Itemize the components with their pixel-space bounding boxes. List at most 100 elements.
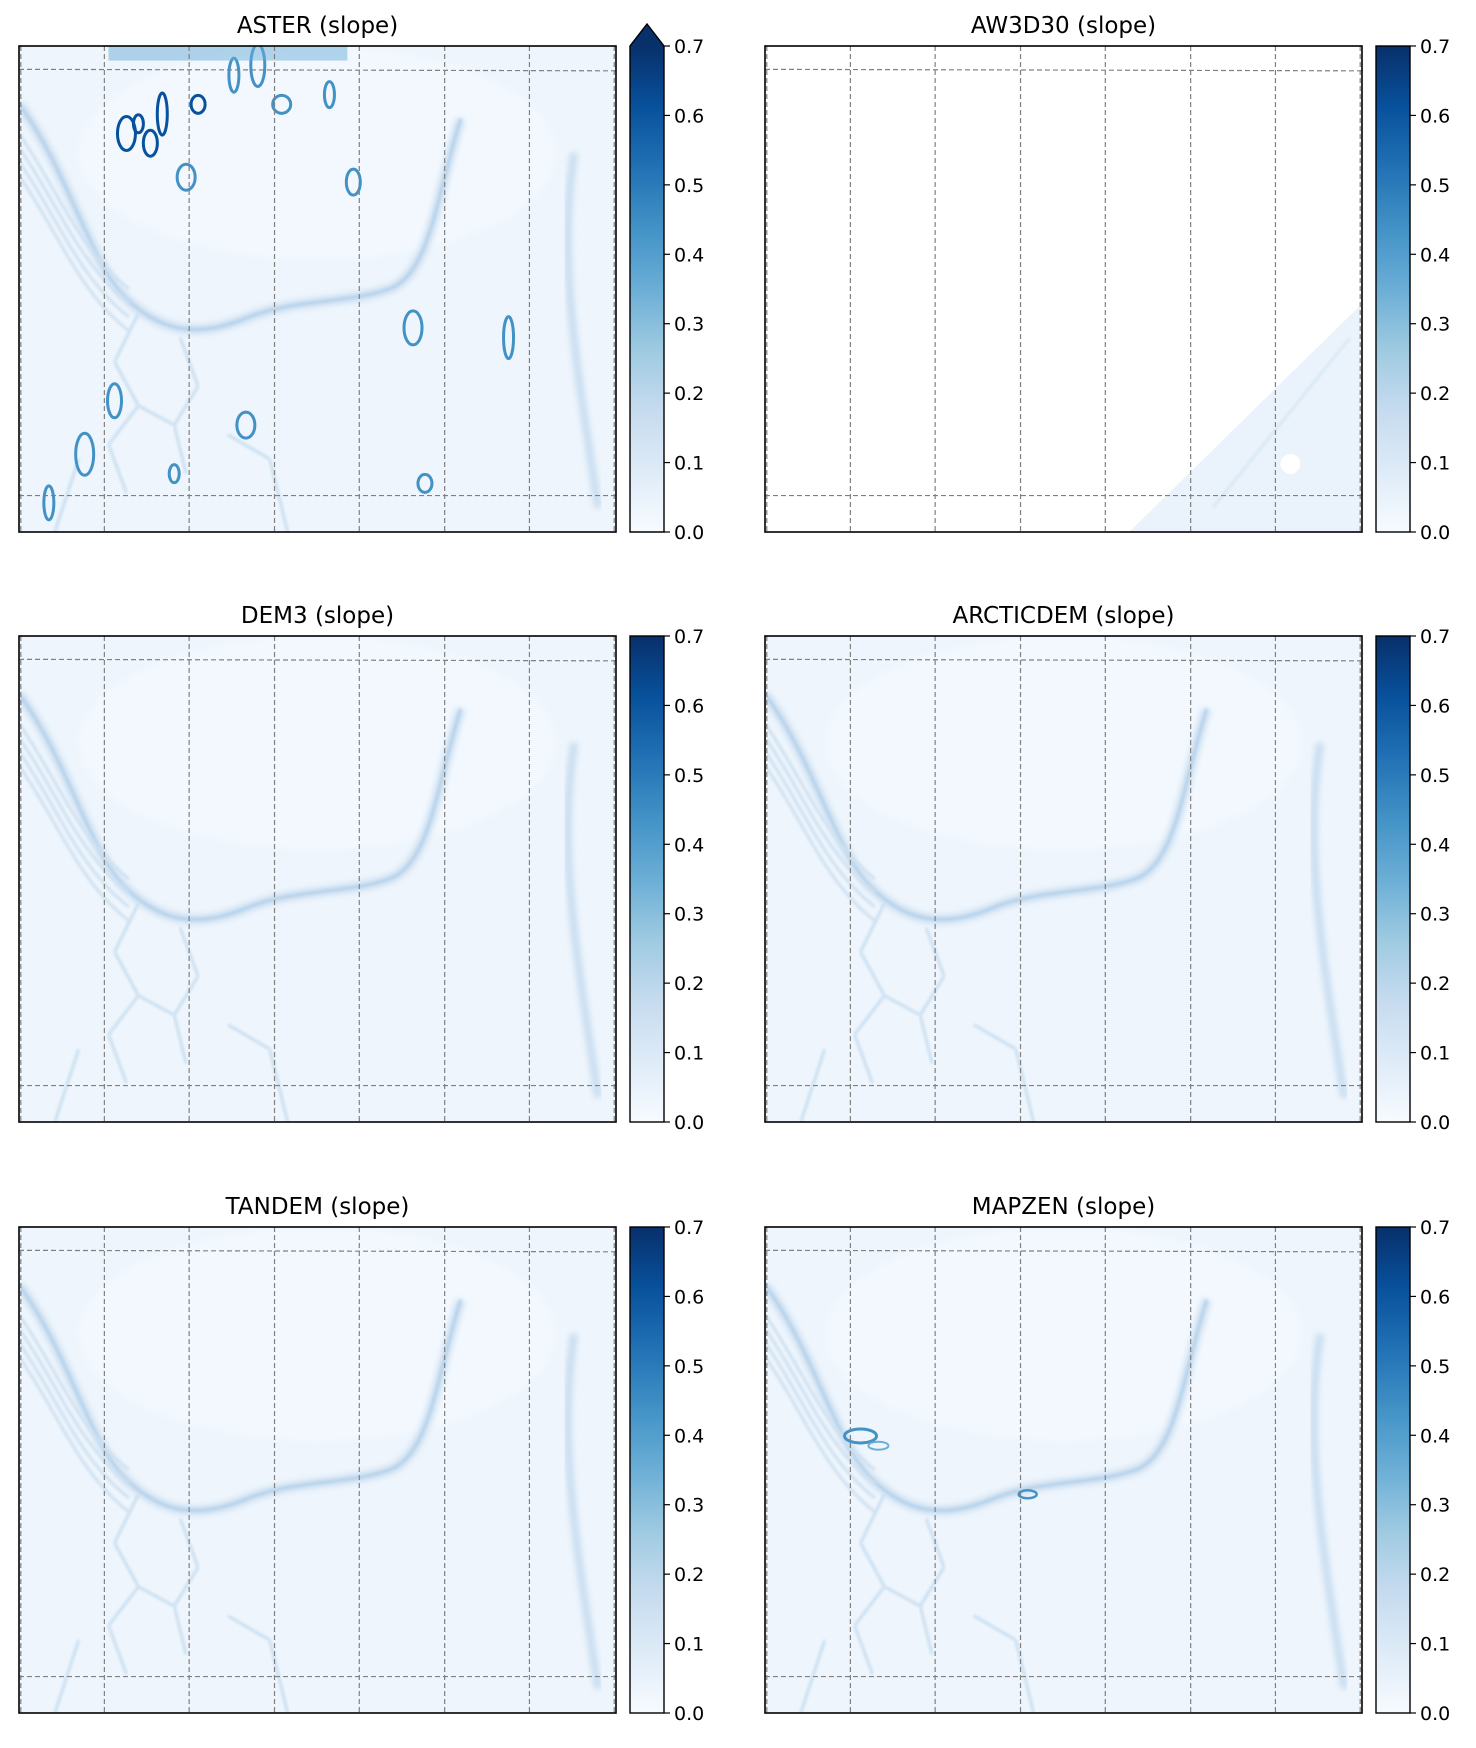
terrain-channel (227, 1614, 271, 1642)
colorbar-tick-label: 0.6 (674, 695, 704, 717)
colorbar (1376, 46, 1410, 532)
heatmap-image (765, 1227, 1362, 1713)
colorbar-tick-label: 0.5 (674, 175, 704, 197)
terrain-channel (137, 1585, 175, 1608)
panel-title: DEM3 (slope) (241, 603, 394, 629)
terrain-channel (113, 361, 140, 407)
panel-title: AW3D30 (slope) (971, 13, 1156, 39)
terrain-channel (137, 404, 175, 427)
panel-dem3: DEM3 (slope) 0.0 0.1 0.2 0.3 0.4 0.5 0.6 0.7 (18, 603, 704, 1134)
colorbar-tick-label: 0.5 (1420, 765, 1450, 787)
terrain-channel (172, 1605, 188, 1656)
terrain-streak (19, 1313, 130, 1472)
colorbar-tick-label: 0.2 (1420, 383, 1450, 405)
colorbar-tick-label: 0.5 (1420, 175, 1450, 197)
colorbar-tick-label: 0.7 (1420, 626, 1450, 648)
colorbar (630, 636, 664, 1122)
terrain-channel (107, 1625, 128, 1675)
terrain-artifact (167, 463, 181, 485)
axes-frame (764, 635, 1363, 1123)
colorbar-tick-label: 0.1 (1420, 1043, 1450, 1065)
terrain-channel (883, 994, 921, 1017)
colorbar-tick-label: 0.3 (1420, 904, 1450, 926)
terrain-artifact (416, 472, 434, 494)
terrain-artifact (235, 410, 257, 440)
colorbar-tick-label: 0.0 (674, 522, 704, 544)
terrain-channel (918, 1014, 934, 1065)
terrain-artifact (106, 382, 124, 420)
terrain-hole (1280, 453, 1301, 474)
colorbar-tick-label: 0.6 (1420, 695, 1450, 717)
colorbar-tick-label: 0.7 (674, 1217, 704, 1239)
colorbar-tick-label: 0.4 (1420, 834, 1450, 856)
terrain-channel (883, 1585, 921, 1608)
terrain-streak (765, 1313, 876, 1472)
colorbar-tick-label: 0.0 (1420, 1112, 1450, 1134)
terrain-channel (172, 424, 188, 475)
colorbar-tick-label: 0.0 (674, 1112, 704, 1134)
colorbar-tick-label: 0.5 (1420, 1356, 1450, 1378)
grid-line-horizontal (18, 68, 617, 72)
terrain-artifact (141, 128, 159, 158)
terrain-artifact (74, 431, 96, 477)
terrain-channel (853, 994, 886, 1036)
terrain-channel (113, 951, 140, 997)
terrain-channel (53, 458, 81, 532)
terrain-channel (137, 994, 175, 1017)
terrain-right-flank (1309, 742, 1349, 1099)
colorbar-tick-label: 0.7 (1420, 36, 1450, 58)
terrain-channel (107, 444, 128, 494)
panel-aster: ASTER (slope) 0.0 0.1 0.2 0.3 0.4 0.5 0.6 0.7 (18, 13, 704, 544)
colorbar-tick-label: 0.6 (674, 105, 704, 127)
terrain-channel (859, 951, 886, 997)
terrain-channel (799, 1639, 827, 1713)
grid-line-horizontal (18, 1249, 617, 1253)
grid-line-horizontal (764, 1249, 1363, 1253)
colorbar-tick-label: 0.1 (674, 453, 704, 475)
colorbar-tick-label: 0.3 (1420, 314, 1450, 336)
heatmap-image (19, 46, 616, 532)
colorbar-tick-label: 0.4 (1420, 1425, 1450, 1447)
axes-frame (18, 45, 617, 533)
terrain-artifact (155, 91, 169, 137)
terrain-streak (765, 1327, 876, 1486)
terrain-streak (765, 1341, 876, 1500)
colorbar-tick-label: 0.0 (1420, 1703, 1450, 1725)
terrain-artifact (322, 80, 336, 110)
terrain-channel (853, 1625, 874, 1675)
colorbar-tick-label: 0.6 (674, 1286, 704, 1308)
terrain-streak (19, 750, 130, 909)
terrain-artifact (271, 93, 293, 115)
terrain-streak (19, 736, 130, 895)
colorbar-tick-label: 0.4 (674, 834, 704, 856)
terrain-artifact (344, 167, 362, 197)
terrain-streak (19, 1355, 130, 1514)
terrain-artifact (175, 162, 197, 192)
terrain-channel (107, 994, 140, 1036)
terrain-channel (859, 902, 886, 953)
terrain-channel (107, 404, 140, 446)
terrain-streak (765, 764, 876, 923)
terrain-streak (19, 722, 130, 881)
terrain-channel (918, 1566, 946, 1607)
colorbar-tick-label: 0.2 (674, 383, 704, 405)
panel-aw3d30: AW3D30 (slope) 0.0 0.1 0.2 0.3 0.4 0.5 0.6 0.7 (764, 13, 1450, 544)
terrain-channel (53, 1639, 81, 1713)
terrain-streak (19, 1327, 130, 1486)
terrain-right-flank (563, 742, 603, 1099)
colorbar-tick-label: 0.2 (1420, 1564, 1450, 1586)
terrain-plateau (824, 1227, 1303, 1441)
terrain-valid-corner (1129, 303, 1362, 532)
terrain-artifact (42, 484, 56, 522)
colorbar (630, 1227, 664, 1713)
colorbar-tick-label: 0.0 (674, 1703, 704, 1725)
terrain-channel (918, 1605, 934, 1656)
terrain-plateau (78, 1227, 557, 1441)
grid-line-horizontal (764, 658, 1363, 662)
colorbar-tick-label: 0.2 (674, 973, 704, 995)
terrain-channel (113, 1542, 140, 1588)
colorbar-frame (1375, 45, 1411, 533)
grid-line-horizontal (764, 68, 1363, 72)
terrain-right-flank (1309, 1333, 1349, 1690)
colorbar-tick-label: 0.2 (1420, 973, 1450, 995)
